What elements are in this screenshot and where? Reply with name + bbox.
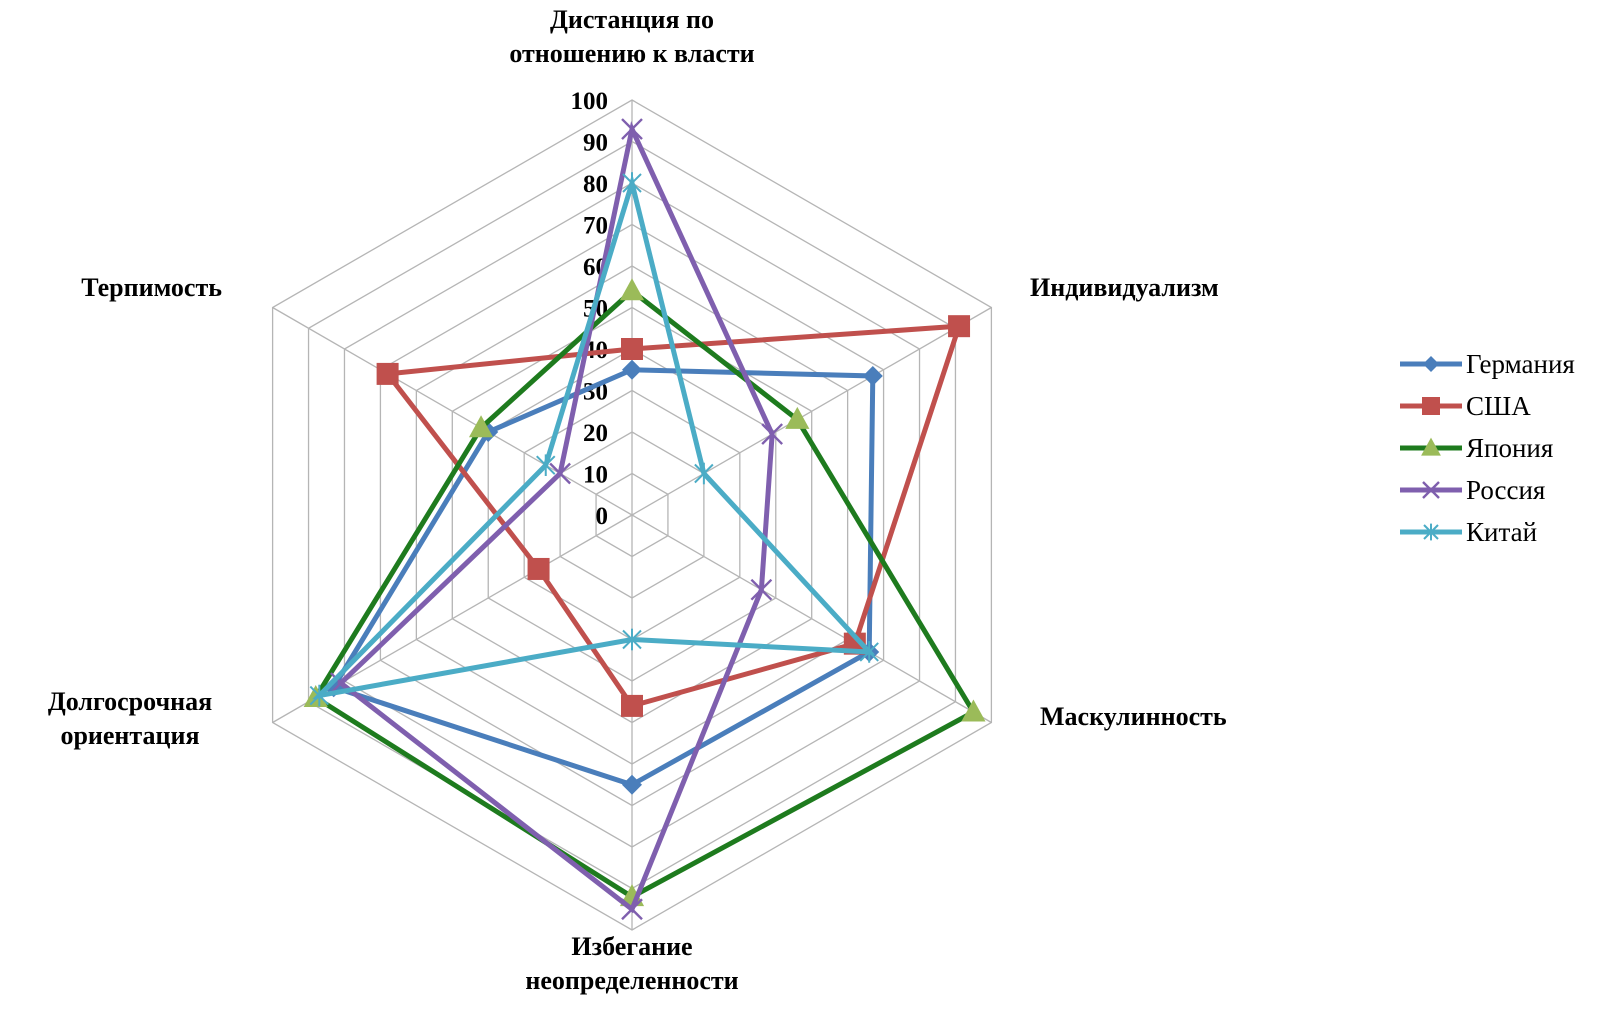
data-point-0-3 xyxy=(622,774,642,795)
tick-label-20: 20 xyxy=(583,420,608,447)
tick-label-100: 100 xyxy=(571,88,609,115)
tick-label-0: 0 xyxy=(596,503,609,530)
data-point-4-3 xyxy=(622,628,642,651)
legend-item-1: США xyxy=(1400,391,1531,421)
grid-spoke-5 xyxy=(272,306,633,516)
legend-marker-3 xyxy=(1422,481,1440,499)
data-point-1-5 xyxy=(376,362,399,385)
legend-marker-2 xyxy=(1421,437,1441,456)
data-point-0-0 xyxy=(622,359,642,380)
data-point-0-1 xyxy=(862,365,883,386)
legend-label-3: Россия xyxy=(1466,475,1545,505)
data-point-2-1 xyxy=(785,406,810,429)
data-point-2-0 xyxy=(619,278,645,301)
series-3 xyxy=(330,118,784,921)
legend-label-0: Германия xyxy=(1466,349,1575,379)
tick-label-10: 10 xyxy=(583,462,608,489)
legend-label-2: Япония xyxy=(1466,433,1553,463)
grid xyxy=(271,99,993,931)
grid-spoke-2 xyxy=(631,514,992,724)
legend-label-4: Китай xyxy=(1466,517,1537,547)
data-point-2-5 xyxy=(468,415,494,438)
data-point-4-2 xyxy=(859,641,879,663)
data-point-1-3 xyxy=(621,694,643,717)
axis-labels: Дистанция по отношению к власти Индивидуал… xyxy=(48,5,1227,995)
series-4 xyxy=(309,172,879,707)
data-point-1-4 xyxy=(527,557,550,580)
data-point-4-4 xyxy=(309,684,330,707)
legend-item-3: Россия xyxy=(1400,475,1545,505)
legend-marker-0 xyxy=(1423,356,1439,372)
grid-spoke-1 xyxy=(631,306,992,516)
legend-item-2: Япония xyxy=(1400,433,1553,463)
data-point-3-3 xyxy=(621,898,643,921)
data-point-3-0 xyxy=(621,118,643,140)
axis-label-2: Маскулинность xyxy=(1040,702,1227,731)
axis-label-4: Долгосрочная ориентация xyxy=(48,687,212,750)
legend-label-1: США xyxy=(1466,391,1531,421)
axis-label-1: Индивидуализм xyxy=(1030,273,1219,302)
data-point-3-1 xyxy=(761,423,784,445)
axis-label-0: Дистанция по отношению к власти xyxy=(509,5,754,68)
series-layer xyxy=(303,118,986,921)
data-point-3-5 xyxy=(549,462,571,485)
tick-label-70: 70 xyxy=(583,213,608,240)
data-point-2-2 xyxy=(961,699,986,722)
axis-label-3: Избегание неопределенности xyxy=(525,932,738,995)
legend: Германия США Япония Россия Китай xyxy=(1400,349,1575,547)
data-point-1-0 xyxy=(621,338,643,360)
data-point-1-1 xyxy=(948,315,971,338)
legend-marker-4 xyxy=(1423,523,1439,541)
legend-item-4: Китай xyxy=(1400,517,1537,547)
data-point-4-5 xyxy=(536,454,556,476)
tick-label-90: 90 xyxy=(583,130,608,157)
data-point-4-1 xyxy=(694,462,714,485)
data-point-3-2 xyxy=(750,578,773,601)
series-line-3 xyxy=(337,121,775,914)
axis-label-5: Терпимость xyxy=(81,273,222,302)
legend-item-0: Германия xyxy=(1400,349,1575,379)
tick-label-80: 80 xyxy=(583,171,608,198)
legend-marker-1 xyxy=(1422,397,1440,415)
data-point-4-0 xyxy=(622,172,642,194)
